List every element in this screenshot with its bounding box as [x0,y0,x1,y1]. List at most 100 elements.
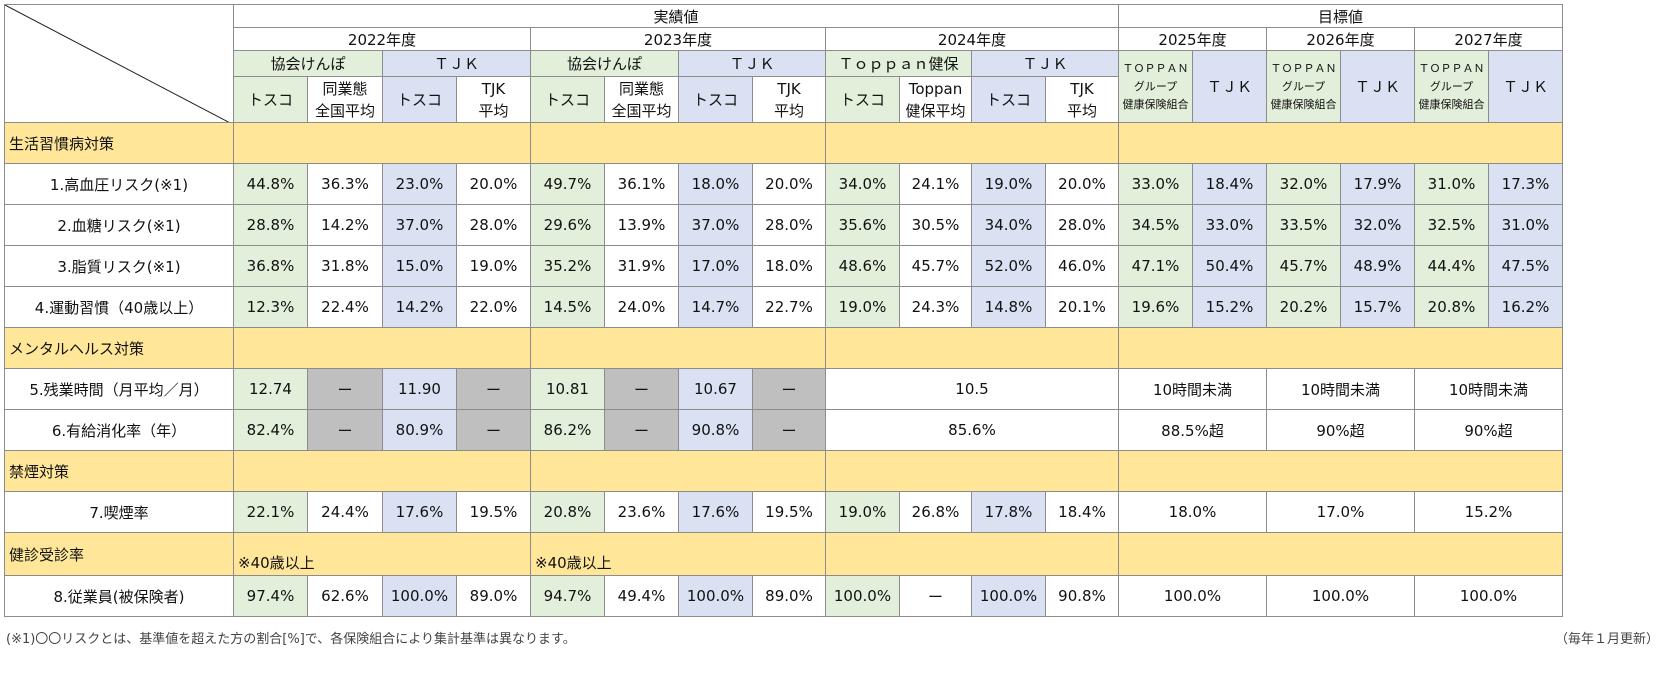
cell: 28.0% [1045,204,1119,246]
cell: 44.8% [233,163,308,205]
cell: 32.0% [1266,163,1341,205]
col-tosco: トスコ [678,76,753,123]
cell: 19.0% [456,245,531,287]
cell: 20.1% [1045,286,1119,328]
checkup-note-2023: ※40歳以上 [530,532,826,576]
cell: 31.8% [307,245,383,287]
group-tjk-2026: ＴＪＫ [1340,50,1415,123]
cell: 19.0% [825,286,900,328]
cell: 10時間未満 [1118,368,1267,410]
table-row: 1.高血圧リスク(※1) 44.8% 36.3% 23.0% 20.0% 49.… [4,163,1563,205]
group-tjk-2025: ＴＪＫ [1192,50,1267,123]
cell: ー [752,368,826,410]
cell: 29.6% [530,204,605,246]
cell: 35.6% [825,204,900,246]
cell: 24.3% [899,286,972,328]
cell: 14.5% [530,286,605,328]
group-tjk-2022: ＴＪＫ [382,50,531,77]
cell: 26.8% [899,491,972,533]
cell: 86.2% [530,409,605,451]
cell: 47.5% [1488,245,1563,287]
col-tjk-avg: TJK 平均 [752,76,826,123]
cell: 20.0% [1045,163,1119,205]
cell: 17.6% [678,491,753,533]
table-row: 2.血糖リスク(※1) 28.8% 14.2% 37.0% 28.0% 29.6… [4,204,1563,246]
cell: 24.0% [604,286,679,328]
cell: 20.8% [1414,286,1489,328]
cell: 37.0% [382,204,457,246]
cell: 82.4% [233,409,308,451]
cell: 17.9% [1340,163,1415,205]
row-label: 2.血糖リスク(※1) [4,204,234,246]
cell: 20.8% [530,491,605,533]
row-label: 1.高血圧リスク(※1) [4,163,234,205]
cell: 88.5%超 [1118,409,1267,451]
cell: 50.4% [1192,245,1267,287]
cell: 45.7% [1266,245,1341,287]
section-mental: メンタルヘルス対策 [4,327,234,369]
cell: 33.0% [1192,204,1267,246]
cell: 18.0% [678,163,753,205]
cell: 28.8% [233,204,308,246]
group-toppan-2027: ＴＯＰＰＡＮ グループ 健康保険組合 [1414,50,1489,123]
cell: 36.3% [307,163,383,205]
table-row: 3.脂質リスク(※1) 36.8% 31.8% 15.0% 19.0% 35.2… [4,245,1563,287]
col-tosco: トスコ [382,76,457,123]
table-row: 6.有給消化率（年） 82.4% ー 80.9% ー 86.2% ー 90.8%… [4,409,1563,451]
cell: 100.0% [1414,575,1563,617]
cell: 100.0% [825,575,900,617]
cell: 23.0% [382,163,457,205]
cell: 100.0% [971,575,1046,617]
col-industry-avg: 同業態 全国平均 [307,76,383,123]
year-2022-header: 2022年度 [233,27,531,51]
cell: 34.5% [1118,204,1193,246]
checkup-note-2022: ※40歳以上 [233,532,531,576]
cell: 18.0% [1118,491,1267,533]
cell: 45.7% [899,245,972,287]
col-tosco: トスコ [233,76,308,123]
row-label: 7.喫煙率 [4,491,234,533]
cell: 44.4% [1414,245,1489,287]
cell: 17.3% [1488,163,1563,205]
cell: ー [307,409,383,451]
cell: 36.8% [233,245,308,287]
year-2023-header: 2023年度 [530,27,826,51]
cell: 48.6% [825,245,900,287]
cell: 10時間未満 [1266,368,1415,410]
cell: 31.0% [1414,163,1489,205]
actual-header: 実績値 [233,4,1119,28]
cell: 14.7% [678,286,753,328]
row-label: 3.脂質リスク(※1) [4,245,234,287]
cell: 100.0% [1118,575,1267,617]
year-2025-header: 2025年度 [1118,27,1267,51]
cell: 22.1% [233,491,308,533]
group-kyokai-2022: 協会けんぽ [233,50,383,77]
cell: 80.9% [382,409,457,451]
cell: 94.7% [530,575,605,617]
cell: ー [456,409,531,451]
year-2026-header: 2026年度 [1266,27,1415,51]
cell: 30.5% [899,204,972,246]
group-toppan-2026: ＴＯＰＰＡＮ グループ 健康保険組合 [1266,50,1341,123]
cell: 100.0% [678,575,753,617]
cell: 16.2% [1488,286,1563,328]
cell: 10.5 [825,368,1119,410]
cell: 31.0% [1488,204,1563,246]
table-row: 7.喫煙率 22.1% 24.4% 17.6% 19.5% 20.8% 23.6… [4,491,1563,533]
cell: 12.3% [233,286,308,328]
cell: 19.0% [971,163,1046,205]
col-tjk-avg: TJK 平均 [456,76,531,123]
col-tosco: トスコ [971,76,1046,123]
cell: ー [604,409,679,451]
cell: 49.7% [530,163,605,205]
table-row: 5.残業時間（月平均／月） 12.74 ー 11.90 ー 10.81 ー 10… [4,368,1563,410]
cell: 24.1% [899,163,972,205]
year-2027-header: 2027年度 [1414,27,1563,51]
col-industry-avg: 同業態 全国平均 [604,76,679,123]
cell: 89.0% [752,575,826,617]
cell: 90.8% [1045,575,1119,617]
cell: 31.9% [604,245,679,287]
cell: 97.4% [233,575,308,617]
cell: 32.0% [1340,204,1415,246]
cell: 15.7% [1340,286,1415,328]
